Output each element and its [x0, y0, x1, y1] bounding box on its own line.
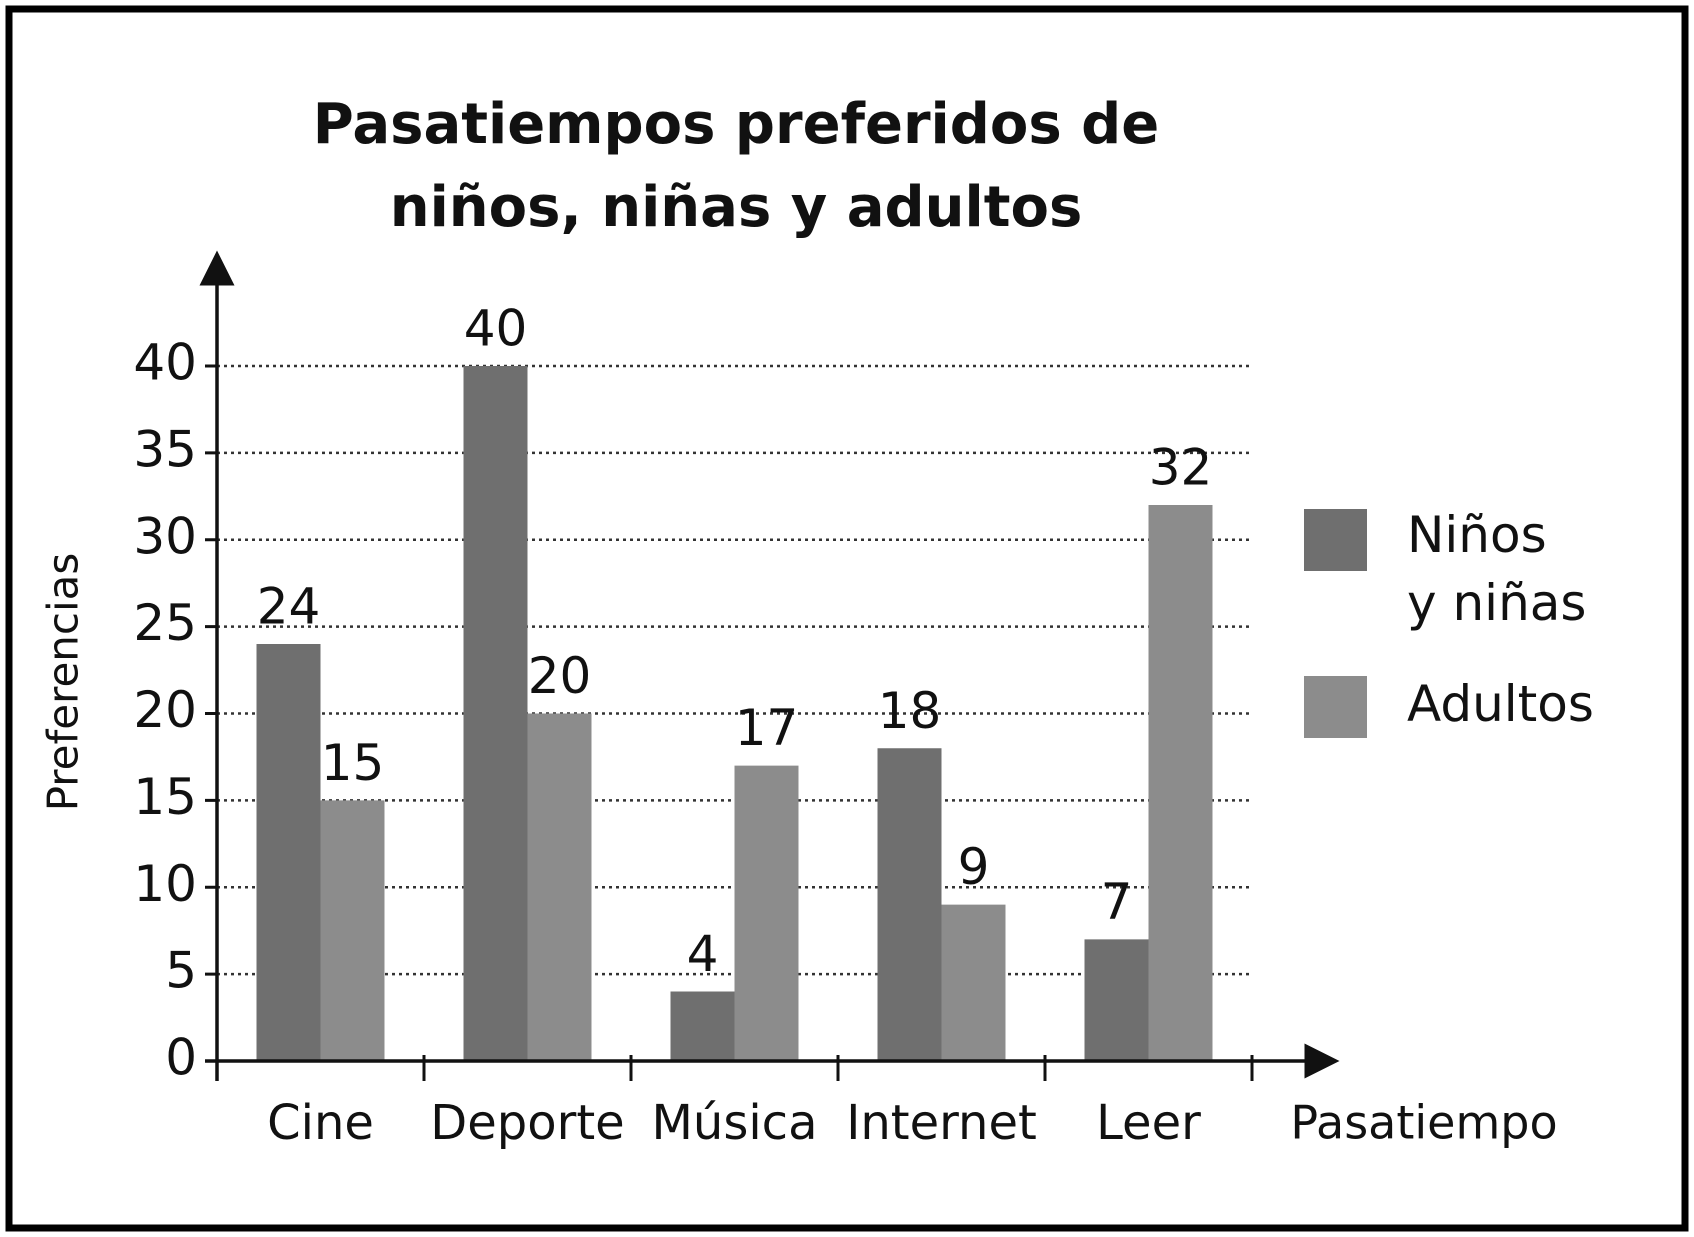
bar: [1148, 505, 1213, 1061]
bar: [670, 991, 735, 1061]
x-tick-label: Internet: [846, 1095, 1037, 1151]
bar: [734, 765, 799, 1061]
y-tick-label: 30: [133, 507, 197, 565]
x-tick-label: Deporte: [430, 1095, 624, 1151]
bar: [1084, 939, 1149, 1061]
chart-title: Pasatiempos preferidos de: [313, 92, 1159, 157]
value-label: 20: [528, 647, 592, 705]
x-tick-label: Cine: [267, 1095, 374, 1151]
value-label: 17: [735, 699, 799, 757]
legend-label: Niños y niñas: [1407, 506, 1586, 632]
legend-label: Adultos: [1407, 675, 1594, 733]
value-label: 4: [687, 925, 719, 983]
legend-line: y niñas: [1407, 574, 1586, 632]
y-tick-label: 35: [133, 420, 197, 478]
value-label: 40: [464, 300, 528, 358]
bar: [941, 904, 1006, 1061]
value-label: 9: [958, 838, 990, 896]
value-label: 32: [1149, 439, 1213, 497]
legend-swatch: [1304, 676, 1367, 738]
y-tick-label: 0: [165, 1029, 197, 1087]
value-label: 18: [878, 682, 942, 740]
legend-line: Niños: [1407, 506, 1563, 564]
y-axis-label: Preferencias: [39, 553, 88, 812]
bar: [320, 800, 385, 1061]
y-tick-label: 40: [133, 334, 197, 392]
y-tick-label: 5: [165, 942, 197, 1000]
x-tick-label: Música: [652, 1095, 818, 1151]
legend-line: Adultos: [1407, 675, 1594, 733]
bar: [877, 748, 942, 1061]
value-label: 15: [321, 734, 385, 792]
y-tick-label: 10: [133, 855, 197, 913]
value-label: 24: [257, 578, 321, 636]
legend-swatch: [1304, 509, 1367, 571]
y-tick-label: 20: [133, 681, 197, 739]
value-label: 7: [1101, 873, 1133, 931]
bar: [463, 366, 528, 1061]
x-axis-label: Pasatiempo: [1290, 1096, 1557, 1150]
bar: [527, 713, 592, 1061]
y-tick-label: 25: [133, 594, 197, 652]
bar: [256, 644, 321, 1061]
y-tick-label: 15: [133, 768, 197, 826]
x-tick-label: Leer: [1096, 1095, 1201, 1151]
chart-title: niños, niñas y adultos: [390, 175, 1083, 240]
